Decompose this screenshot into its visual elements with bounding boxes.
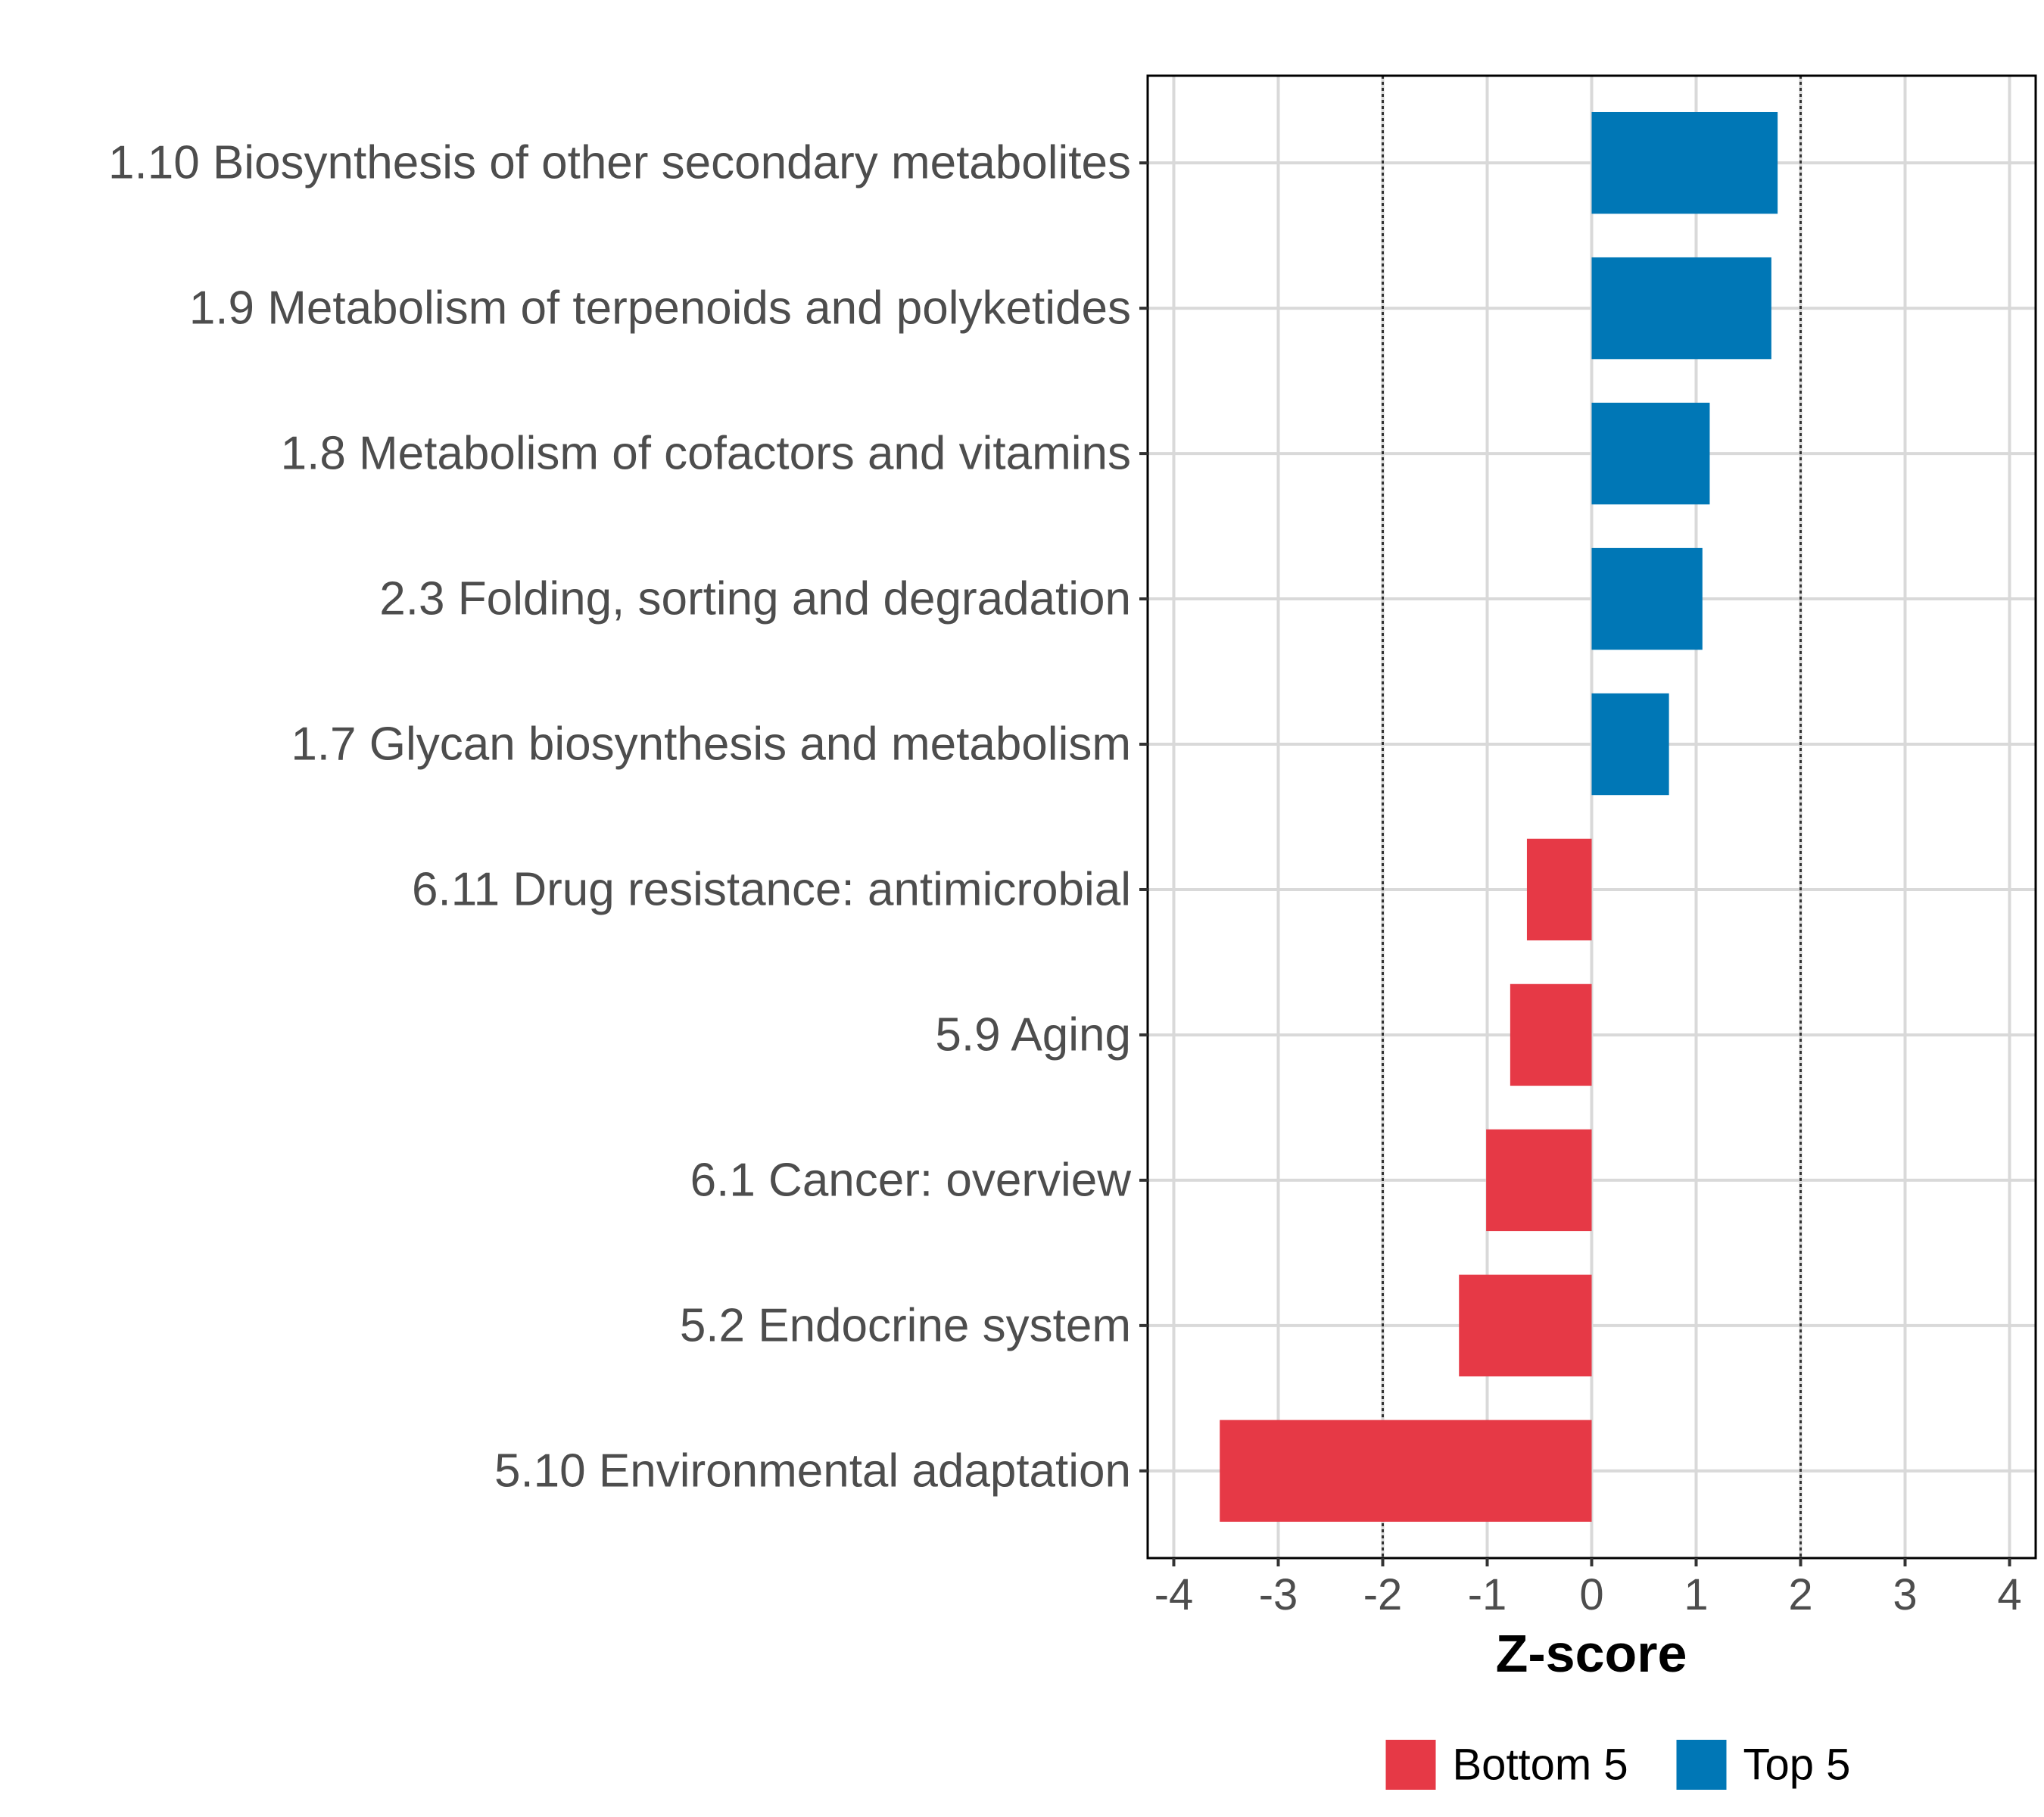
x-axis-ticks: -4 -3 -2 -1 0 1 2 3 4	[1154, 1558, 2022, 1619]
x-tick-label: -2	[1363, 1570, 1403, 1619]
category-label: 1.7 Glycan biosynthesis and metabolism	[291, 718, 1131, 771]
category-label: 1.10 Biosynthesis of other secondary met…	[108, 137, 1131, 189]
legend-label: Bottom 5	[1453, 1741, 1628, 1790]
bars	[1220, 111, 1778, 1522]
category-label: 2.3 Folding, sorting and degradation	[379, 573, 1131, 625]
x-tick-label: 1	[1684, 1570, 1708, 1619]
category-label: 6.1 Cancer: overview	[690, 1154, 1132, 1206]
bar	[1510, 983, 1592, 1086]
category-label: 5.2 Endocrine system	[680, 1299, 1131, 1351]
bar	[1526, 838, 1592, 941]
bar	[1220, 1420, 1592, 1522]
category-label: 1.8 Metabolism of cofactors and vitamins	[281, 428, 1131, 480]
bar	[1459, 1274, 1592, 1377]
bar	[1591, 693, 1669, 796]
x-tick-label: -3	[1259, 1570, 1298, 1619]
category-label: 5.9 Aging	[935, 1008, 1131, 1061]
x-tick-label: 4	[1997, 1570, 2021, 1619]
bar	[1486, 1129, 1592, 1232]
legend-key-top-5	[1676, 1740, 1727, 1790]
x-tick-label: -4	[1154, 1570, 1194, 1619]
reference-lines	[1382, 76, 1802, 1558]
category-label: 5.10 Environmental adaptation	[494, 1445, 1131, 1497]
bar	[1591, 257, 1771, 360]
bar	[1591, 547, 1703, 650]
x-axis-title: Z-score	[1496, 1624, 1687, 1683]
category-label: 6.11 Drug resistance: antimicrobial	[412, 863, 1131, 915]
legend-key-bottom-5	[1385, 1740, 1436, 1790]
legend-label: Top 5	[1743, 1741, 1851, 1790]
x-tick-label: 2	[1788, 1570, 1812, 1619]
x-tick-label: -1	[1468, 1570, 1507, 1619]
x-tick-label: 3	[1893, 1570, 1917, 1619]
bar	[1591, 402, 1710, 505]
bar	[1591, 111, 1778, 214]
legend: Bottom 5 Top 5	[1385, 1740, 1851, 1790]
y-axis-ticks: 1.10 Biosynthesis of other secondary met…	[108, 137, 1148, 1497]
x-tick-label: 0	[1579, 1570, 1603, 1619]
category-label: 1.9 Metabolism of terpenoids and polyket…	[189, 282, 1131, 335]
